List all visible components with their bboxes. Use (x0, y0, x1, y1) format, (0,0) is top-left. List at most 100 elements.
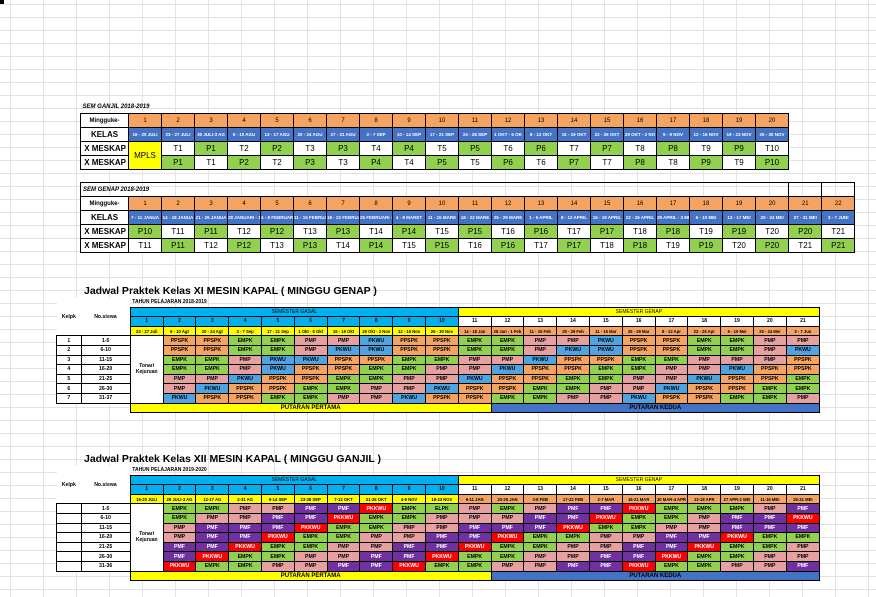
subject-cell[interactable]: PMP (162, 532, 197, 543)
schedule-cell[interactable]: T12 (194, 238, 228, 253)
subject-cell[interactable]: EMPK (588, 364, 623, 375)
week-date-cell[interactable]: 7-12 OKT (326, 493, 361, 505)
subject-cell[interactable]: PMF (588, 560, 623, 572)
week-number-cell[interactable]: 19 (720, 484, 754, 495)
week-date-cell[interactable]: 17 - 21 SEP (425, 127, 459, 142)
group-number[interactable] (56, 532, 82, 543)
week-number-cell[interactable]: 2 (161, 113, 195, 128)
week-date-cell[interactable]: 29 JULI-3 AG (162, 493, 197, 505)
week-date-cell[interactable]: 27 - 31 MEI (788, 210, 823, 225)
week-date-cell[interactable]: 12-17 AG (195, 493, 230, 505)
week-date-cell[interactable]: 25 - 29 Mar (621, 325, 656, 337)
subject-cell[interactable]: EMPK (359, 522, 394, 534)
schedule-cell[interactable]: T13 (260, 238, 294, 253)
subject-cell[interactable]: PMP (228, 354, 262, 366)
week-date-cell[interactable]: 23 - 27 JULI (161, 127, 195, 142)
schedule-cell[interactable]: T5 (458, 155, 492, 170)
subject-cell[interactable]: PMP (621, 532, 656, 543)
subject-cell[interactable]: PKKWU (621, 560, 656, 572)
week-date-cell[interactable]: 22 - 26 Apr (687, 325, 722, 337)
subject-cell[interactable]: EMPK (162, 364, 197, 375)
schedule-cell[interactable]: P17 (590, 224, 624, 239)
subject-cell[interactable]: PPSPK (687, 392, 722, 404)
schedule-cell[interactable]: T5 (425, 141, 459, 156)
subject-cell[interactable]: PMP (687, 512, 722, 524)
subject-cell[interactable]: PMF (621, 541, 656, 553)
week-number-cell[interactable]: 15 (590, 113, 624, 128)
subject-cell[interactable]: PPSPK (654, 335, 689, 346)
subject-cell[interactable]: PPSPK (228, 383, 262, 394)
week-date-cell[interactable]: 11 - 15 Mar (588, 325, 623, 337)
week-number-cell[interactable]: 16 (621, 316, 656, 327)
subject-cell[interactable]: PMP (359, 383, 394, 394)
week-number-cell[interactable]: 21 (785, 484, 821, 495)
putaran-pertama[interactable]: PUTARAN PERTAMA (129, 570, 492, 582)
subject-cell[interactable]: PMP (162, 373, 197, 385)
subject-cell[interactable]: PMP (785, 551, 821, 562)
week-number-cell[interactable]: 11 (458, 196, 492, 211)
subject-cell[interactable]: PMF (260, 512, 295, 524)
subject-cell[interactable]: EMPK (228, 560, 262, 572)
week-number-cell[interactable]: 14 (557, 196, 591, 211)
schedule-cell[interactable]: T2 (227, 141, 261, 156)
week-number-cell[interactable]: 6 (293, 316, 328, 327)
week-date-cell[interactable]: 2-31 AG (228, 493, 262, 505)
subject-cell[interactable]: EMPK (195, 354, 230, 366)
week-date-cell[interactable]: 25-31 MEI (785, 493, 821, 505)
subject-cell[interactable]: EMPK (424, 560, 459, 572)
subject-cell[interactable]: PMF (523, 522, 558, 534)
schedule-cell[interactable]: P11 (161, 238, 195, 253)
subject-cell[interactable]: PMF (359, 551, 394, 562)
schedule-cell[interactable]: T13 (293, 224, 327, 239)
schedule-cell[interactable]: T15 (392, 238, 426, 253)
week-number-cell[interactable]: 17 (654, 316, 689, 327)
week-number-cell[interactable]: 17 (656, 196, 690, 211)
tutor-label[interactable]: Tonari Kejuruan (129, 335, 164, 404)
week-date-cell[interactable]: 15 - 19 APRIL (590, 210, 624, 225)
subject-cell[interactable]: PPSPK (293, 373, 328, 385)
subject-cell[interactable]: EMPK (457, 335, 492, 346)
week-number-cell[interactable]: 20 (752, 484, 787, 495)
subject-cell[interactable]: PPSPK (720, 383, 754, 394)
subject-cell[interactable]: EMPK (720, 344, 754, 356)
schedule-cell[interactable]: P12 (260, 224, 294, 239)
week-number-cell[interactable]: 7 (326, 196, 360, 211)
schedule-cell[interactable]: P19 (722, 224, 756, 239)
week-number-cell[interactable]: 19 (722, 196, 756, 211)
week-date-cell[interactable]: 1 - 5 APRIL (524, 210, 558, 225)
subject-cell[interactable]: PMP (490, 354, 525, 366)
subject-cell[interactable]: PKWU (162, 392, 197, 404)
subject-cell[interactable]: PMP (556, 335, 590, 346)
schedule-cell[interactable]: T4 (392, 155, 426, 170)
week-number-cell[interactable]: 19 (722, 113, 756, 128)
subject-cell[interactable]: EMPK (752, 532, 787, 543)
student-range[interactable]: 6-10 (80, 344, 131, 356)
schedule-cell[interactable]: T9 (722, 155, 756, 170)
week-number-cell[interactable]: 5 (260, 316, 295, 327)
schedule-cell[interactable]: T16 (491, 224, 525, 239)
subject-cell[interactable]: PMP (162, 522, 197, 534)
schedule-cell[interactable]: T4 (359, 141, 393, 156)
subject-cell[interactable]: PMP (523, 560, 558, 572)
subject-cell[interactable]: PKWU (588, 335, 623, 346)
week-date-cell[interactable]: 27 - 31 AGU (326, 127, 360, 142)
schedule-cell[interactable]: T1 (194, 155, 228, 170)
putaran-kedua[interactable]: PUTARAN KEDUA (490, 402, 821, 414)
week-number-cell[interactable]: 1 (128, 196, 162, 211)
subject-cell[interactable]: EMPK (490, 344, 525, 356)
select-all-corner[interactable] (0, 0, 4, 4)
subject-cell[interactable]: PMF (326, 560, 361, 572)
subject-cell[interactable]: PMF (326, 503, 361, 514)
subject-cell[interactable]: PMP (490, 512, 525, 524)
subject-cell[interactable]: PKWU (621, 392, 656, 404)
subject-cell[interactable]: PKKWU (326, 512, 361, 524)
subject-cell[interactable]: PMP (556, 392, 590, 404)
subject-cell[interactable]: EMPK (785, 532, 821, 543)
subject-cell[interactable]: PMP (490, 560, 525, 572)
schedule-cell[interactable]: P7 (557, 155, 591, 170)
subject-cell[interactable]: PMF (392, 541, 426, 553)
subject-cell[interactable]: EMPK (654, 503, 689, 514)
subject-cell[interactable]: EMPK (293, 383, 328, 394)
subject-cell[interactable]: PMP (293, 551, 328, 562)
week-number-cell[interactable]: 4 (228, 316, 262, 327)
